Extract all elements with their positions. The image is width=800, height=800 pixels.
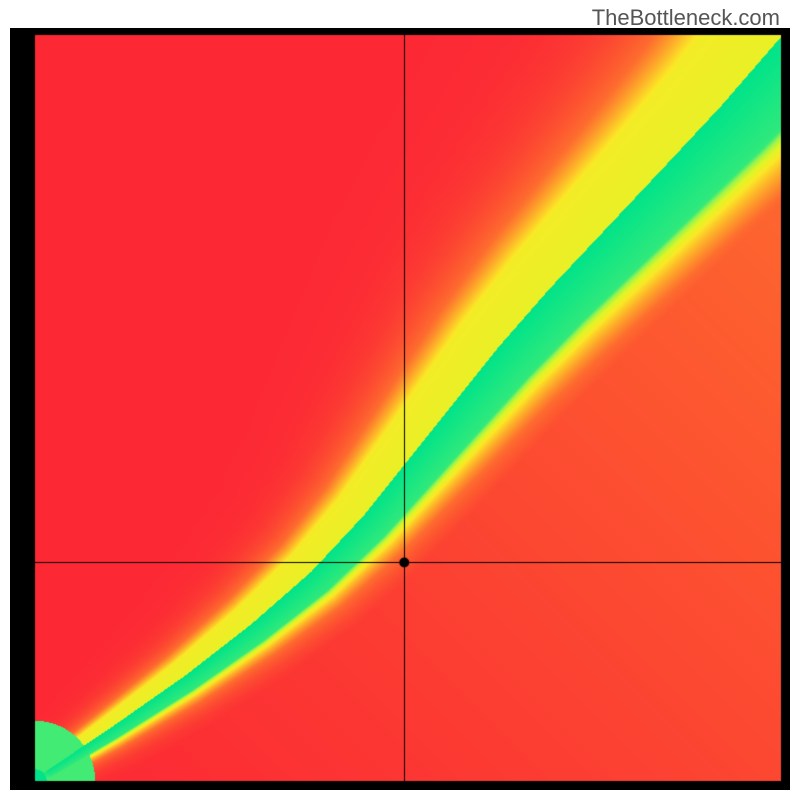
heatmap-canvas bbox=[10, 28, 790, 790]
watermark-text: TheBottleneck.com bbox=[592, 5, 780, 31]
heatmap-chart bbox=[10, 28, 790, 790]
